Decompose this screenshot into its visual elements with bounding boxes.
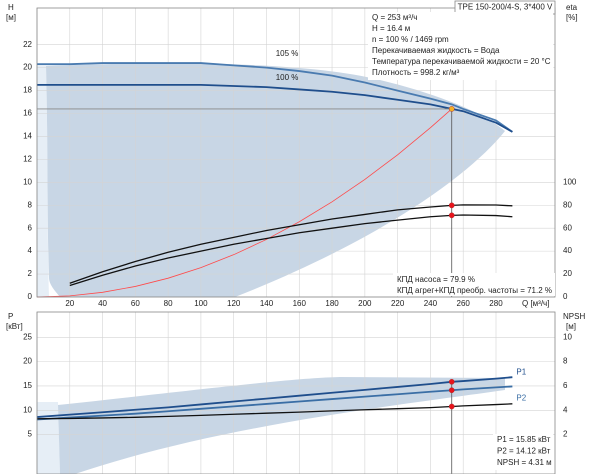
range-light (37, 66, 49, 297)
x-tick-label: 200 (358, 299, 372, 308)
range-area (58, 377, 505, 474)
x-tick-label: 220 (391, 299, 405, 308)
y2-axis-unit: [%] (566, 13, 578, 22)
note: P1 = 15.85 кВт (497, 435, 551, 444)
y2-tick-label: 60 (563, 223, 572, 232)
curve (36, 108, 452, 298)
y2-tick-label: 100 (563, 177, 577, 186)
curve-label: P1 (516, 367, 526, 376)
annotation: Q = 253 м³/ч (372, 13, 417, 22)
x-tick-label: 160 (293, 299, 307, 308)
y-tick-label: 15 (23, 381, 32, 390)
chart-title: TPE 150-200/4-S, 3*400 V (458, 3, 553, 12)
duty-marker (448, 212, 455, 219)
annotation: n = 100 % / 1469 rpm (372, 35, 449, 44)
duty-marker (448, 202, 455, 209)
curve (36, 376, 513, 418)
annotation: Температура перекачиваемой жидкости = 20… (372, 57, 551, 66)
curve-label: 105 % (276, 49, 299, 58)
note: КПД насоса = 79.9 % (397, 275, 475, 284)
y-tick-label: 20 (23, 357, 32, 366)
x-tick-label: 260 (457, 299, 471, 308)
y-tick-label: 6 (28, 223, 33, 232)
y-tick-label: 22 (23, 40, 32, 49)
info-box (368, 12, 553, 80)
y2-tick-label: 40 (563, 246, 572, 255)
curve (36, 385, 513, 421)
y-tick-label: 20 (23, 63, 32, 72)
curves (36, 62, 513, 474)
y2-tick-label: 2 (563, 430, 568, 439)
y2-tick-label: 4 (563, 405, 568, 414)
y-tick-label: 18 (23, 86, 32, 95)
frame (36, 311, 556, 474)
y-tick-label: 4 (28, 246, 33, 255)
duty-marker (448, 387, 455, 394)
duty-marker (448, 403, 455, 410)
note: КПД агрег+КПД преобр. частоты = 71.2 % (397, 286, 552, 295)
y2-tick-label: 8 (563, 357, 568, 366)
info-box (493, 434, 553, 470)
y2-tick-label: 20 (563, 269, 572, 278)
x-tick-label: 60 (131, 299, 140, 308)
annotation: Плотность = 998.2 кг/м³ (372, 68, 460, 77)
range-area (46, 63, 505, 297)
x-tick-label: 100 (194, 299, 208, 308)
x-tick-label: 280 (489, 299, 503, 308)
duty-marker (448, 106, 455, 112)
curve (69, 204, 513, 284)
x-tick-label: 40 (98, 299, 107, 308)
note: NPSH = 4.31 м (497, 458, 552, 467)
y-axis-unit: [кВт] (6, 322, 23, 331)
x-tick-label: 240 (424, 299, 438, 308)
y-tick-label: 16 (23, 109, 32, 118)
y2-tick-label: 6 (563, 381, 568, 390)
curve (37, 83, 513, 133)
curve (69, 214, 513, 287)
y2-tick-label: 0 (563, 292, 568, 301)
x-tick-label: 140 (260, 299, 274, 308)
y-tick-label: 8 (28, 200, 33, 209)
y2-tick-label: 80 (563, 200, 572, 209)
frame (36, 7, 556, 298)
y-tick-label: 14 (23, 132, 32, 141)
x-tick-label: 180 (325, 299, 339, 308)
curve-label: P2 (516, 394, 526, 403)
annotation: H = 16.4 м (372, 24, 410, 33)
y-axis-label: H (8, 3, 14, 12)
y-tick-label: 0 (28, 292, 33, 301)
range-light (37, 402, 60, 474)
labels: 20 40 60 80 100 120 140 160 180 200 220 240 260 28002… (23, 13, 577, 467)
y-tick-label: 10 (23, 177, 32, 186)
x-tick-label: 80 (164, 299, 173, 308)
y-axis-label: P (8, 312, 13, 321)
x-tick-label: 20 (65, 299, 74, 308)
x-axis-label: Q [м³/ч] (522, 299, 549, 308)
y2-axis-label: eta (566, 3, 578, 12)
y-tick-label: 10 (23, 405, 32, 414)
annotation: Перекачиваемая жидкость = Вода (372, 46, 500, 55)
x-tick-label: 120 (227, 299, 241, 308)
note: P2 = 14.12 кВт (497, 447, 551, 456)
y2-axis-label: NPSH (563, 312, 585, 321)
info-box (393, 273, 555, 296)
bottom-panel (37, 312, 555, 474)
curve (36, 403, 513, 420)
y-axis-unit: [м] (6, 13, 16, 22)
duty-marker (448, 378, 455, 385)
y-tick-label: 12 (23, 154, 32, 163)
y-tick-label: 25 (23, 332, 32, 341)
y2-tick-label: 10 (563, 332, 572, 341)
y2-axis-unit: [м] (566, 322, 576, 331)
curve (37, 62, 513, 133)
y-tick-label: 5 (28, 430, 33, 439)
curve-label: 100 % (276, 73, 299, 82)
y-tick-label: 2 (28, 269, 33, 278)
